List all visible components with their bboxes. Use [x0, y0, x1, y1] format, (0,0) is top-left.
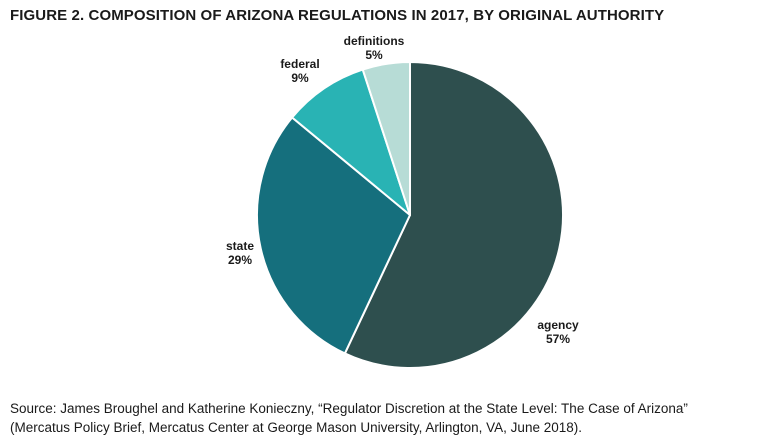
pie-slice-definitions: [361, 61, 411, 216]
pie-slice-state: [256, 116, 411, 355]
pie-label-state: state 29%: [226, 239, 254, 267]
figure-title: FIGURE 2. COMPOSITION OF ARIZONA REGULAT…: [10, 7, 665, 24]
source-note: Source: James Broughel and Katherine Kon…: [10, 399, 762, 437]
pie-slice-federal: [291, 68, 411, 216]
pie-slice-agency: [343, 61, 564, 369]
pie-label-agency: agency 57%: [537, 318, 579, 346]
source-line-1: Source: James Broughel and Katherine Kon…: [10, 401, 688, 416]
pie-label-definitions: definitions 5%: [344, 34, 405, 62]
pie-label-federal: federal 9%: [280, 57, 319, 85]
source-line-2: (Mercatus Policy Brief, Mercatus Center …: [10, 420, 582, 436]
